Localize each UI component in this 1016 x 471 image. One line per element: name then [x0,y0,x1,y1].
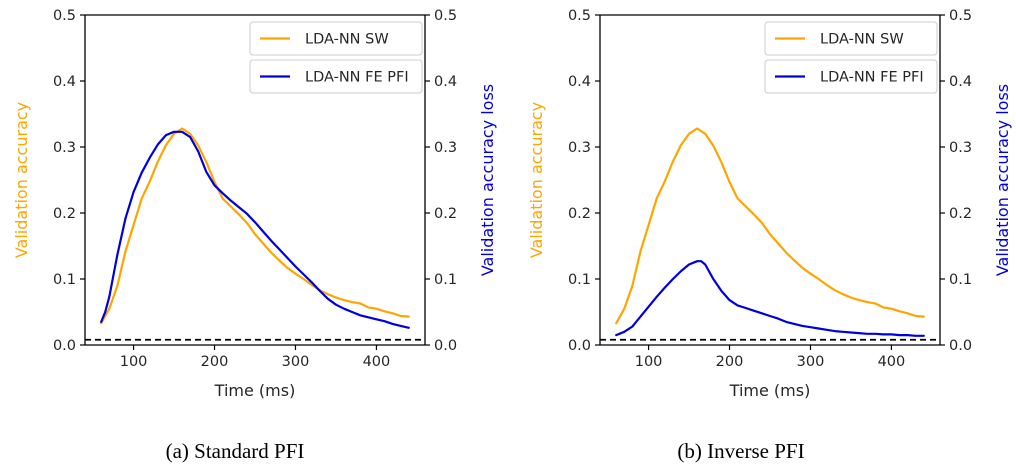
y-right-tick-label: 0.5 [949,8,972,24]
y-right-tick-label: 0.1 [949,272,972,288]
y-left-tick-label: 0.3 [568,140,591,156]
legend-label: LDA-NN SW [305,32,389,48]
y-left-tick-label: 0.2 [568,206,591,222]
x-axis-label: Time (ms) [729,381,811,400]
y-right-tick-label: 0.4 [434,74,457,90]
y-left-tick-label: 0.5 [568,8,591,24]
y-right-tick-label: 0.4 [949,74,972,90]
x-tick-label: 100 [635,354,663,370]
y-left-tick-label: 0.1 [53,272,76,288]
y-axis-label-left: Validation accuracy [12,102,31,258]
chart-panel-1: 100 200 300 400 0.0 0.1 0.2 0.3 0.4 0.5 0.0 0.1 0.2 0… [12,8,497,463]
legend-1: LDA-NN SW [764,21,938,56]
chart-panel-2: 100 200 300 400 0.0 0.1 0.2 0.3 0.4 0.5 0.0 0.1 0.2 0… [527,8,1012,463]
y-right-tick-label: 0.5 [434,8,457,24]
x-tick-label: 400 [363,354,391,370]
y-right-tick-label: 0.3 [949,140,972,156]
legend-label: LDA-NN FE PFI [820,70,924,86]
y-right-tick-label: 0.0 [949,338,972,354]
legend-box [249,21,423,56]
y-left-tick-label: 0.0 [53,338,76,354]
legend-box [249,59,423,94]
y-left-tick-label: 0.4 [568,74,591,90]
y-left-tick-label: 0.2 [53,206,76,222]
legend-2: LDA-NN FE PFI [249,59,423,94]
legend-1: LDA-NN SW [249,21,423,56]
y-axis-label-left: Validation accuracy [527,102,546,258]
x-axis-label: Time (ms) [214,381,296,400]
legend-label: LDA-NN FE PFI [305,70,409,86]
y-right-tick-label: 0.2 [949,206,972,222]
figure-caption: (b) Inverse PFI [677,439,804,463]
x-tick-label: 200 [716,354,744,370]
legend-box [764,59,938,94]
x-tick-label: 400 [878,354,906,370]
series-line-1 [100,127,410,325]
x-tick-label: 300 [797,354,825,370]
y-axis-label-right: Validation accuracy loss [478,84,497,276]
y-right-tick-label: 0.0 [434,338,457,354]
y-axis-label-right: Validation accuracy loss [993,84,1012,276]
y-left-tick-label: 0.1 [568,272,591,288]
series-line-2 [100,130,410,329]
y-left-tick-label: 0.4 [53,74,76,90]
y-left-tick-label: 0.5 [53,8,76,24]
y-left-tick-label: 0.0 [568,338,591,354]
x-tick-label: 300 [282,354,310,370]
series-line-1 [615,127,925,325]
y-right-tick-label: 0.2 [434,206,457,222]
y-right-tick-label: 0.1 [434,272,457,288]
y-right-tick-label: 0.3 [434,140,457,156]
y-left-tick-label: 0.3 [53,140,76,156]
x-tick-label: 200 [201,354,229,370]
legend-box [764,21,938,56]
series-line-2 [615,260,925,337]
x-tick-label: 100 [120,354,148,370]
legend-label: LDA-NN SW [820,32,904,48]
legend-2: LDA-NN FE PFI [764,59,938,94]
figure-caption: (a) Standard PFI [166,439,305,463]
